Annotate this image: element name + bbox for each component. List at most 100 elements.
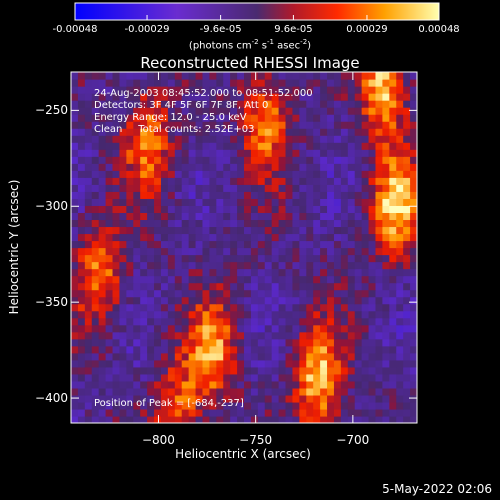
heatmap-cell [327, 387, 335, 396]
heatmap-cell [160, 177, 169, 185]
heatmap-cell [140, 338, 148, 347]
heatmap-cell [320, 93, 328, 101]
heatmap-cell [313, 156, 321, 164]
heatmap-cell [306, 205, 314, 213]
heatmap-cell [354, 72, 363, 80]
heatmap-cell [299, 324, 307, 333]
heatmap-cell [160, 317, 169, 326]
heatmap-cell [257, 380, 266, 389]
heatmap-cell [244, 387, 252, 396]
heatmap-cell [278, 79, 287, 87]
heatmap-cell [313, 387, 321, 396]
heatmap-cell [77, 240, 86, 249]
heatmap-cell [347, 345, 356, 354]
heatmap-cell [188, 373, 197, 382]
heatmap-cell [361, 317, 370, 326]
heatmap-cell [347, 366, 356, 375]
heatmap-cell [126, 93, 134, 101]
heatmap-cell [306, 86, 314, 94]
heatmap-cell [181, 149, 190, 157]
heatmap-cell [285, 107, 294, 115]
heatmap-cell [216, 324, 224, 333]
heatmap-cell [202, 268, 210, 277]
heatmap-cell [320, 170, 328, 178]
heatmap-cell [313, 310, 321, 319]
heatmap-cell [292, 121, 300, 129]
heatmap-cell [313, 177, 321, 185]
heatmap-cell [230, 177, 238, 185]
heatmap-cell [354, 345, 363, 354]
heatmap-cell [292, 401, 300, 410]
heatmap-cell [174, 345, 183, 354]
heatmap-cell [181, 338, 190, 347]
heatmap-cell [354, 268, 363, 277]
heatmap-cell [216, 170, 224, 178]
heatmap-cell [174, 240, 183, 249]
heatmap-cell [71, 401, 79, 410]
heatmap-cell [181, 135, 190, 143]
heatmap-cell [271, 107, 280, 115]
heatmap-cell [361, 275, 370, 284]
heatmap-cell [202, 121, 210, 129]
heatmap-cell [382, 128, 390, 136]
x-axis-label: Heliocentric X (arcsec) [175, 447, 311, 461]
heatmap-cell [133, 163, 141, 171]
heatmap-cell [105, 240, 114, 249]
heatmap-cell [160, 212, 169, 221]
heatmap-cell [223, 380, 231, 389]
heatmap-cell [389, 212, 397, 221]
heatmap-cell [368, 72, 377, 80]
heatmap-cell [244, 149, 252, 157]
heatmap-cell [403, 303, 411, 312]
heatmap-cell [119, 114, 127, 122]
heatmap-cell [167, 240, 176, 249]
heatmap-cell [382, 401, 390, 410]
heatmap-cell [264, 149, 273, 157]
heatmap-cell [354, 380, 363, 389]
heatmap-cell [91, 212, 100, 221]
heatmap-cell [167, 345, 176, 354]
heatmap-cell [160, 401, 169, 410]
heatmap-cell [271, 233, 280, 242]
heatmap-cell [91, 121, 100, 129]
heatmap-cell [250, 331, 259, 340]
heatmap-cell [403, 282, 411, 291]
colorbar-tick-label: -0.00048 [52, 24, 98, 35]
heatmap-cell [119, 331, 127, 340]
heatmap-cell [354, 107, 363, 115]
heatmap-cell [181, 303, 190, 312]
heatmap-cell [167, 219, 176, 228]
heatmap-cell [84, 352, 93, 361]
heatmap-cell [244, 331, 252, 340]
heatmap-cell [257, 254, 266, 263]
heatmap-cell [257, 114, 266, 122]
heatmap-cell [112, 331, 121, 340]
heatmap-cell [154, 310, 162, 319]
heatmap-cell [174, 184, 183, 192]
heatmap-cell [160, 72, 169, 80]
heatmap-cell [147, 212, 155, 221]
heatmap-cell [71, 79, 79, 87]
heatmap-cell [167, 303, 176, 312]
heatmap-cell [320, 366, 328, 375]
heatmap-cell [389, 149, 397, 157]
heatmap-cell [188, 107, 197, 115]
heatmap-cell [257, 72, 266, 80]
heatmap-cell [375, 156, 383, 164]
heatmap-cell [126, 205, 134, 213]
heatmap-cell [202, 408, 210, 417]
heatmap-cell [181, 163, 190, 171]
heatmap-cell [361, 128, 370, 136]
heatmap-cell [244, 282, 252, 291]
heatmap-cell [244, 142, 252, 150]
heatmap-cell [230, 170, 238, 178]
heatmap-cell [112, 128, 121, 136]
heatmap-cell [382, 282, 390, 291]
heatmap-cell [320, 149, 328, 157]
heatmap-cell [195, 289, 204, 298]
heatmap-cell [299, 121, 307, 129]
heatmap-cell [396, 240, 404, 249]
heatmap-cell [292, 100, 300, 108]
heatmap-cell [340, 219, 349, 228]
heatmap-cell [375, 170, 383, 178]
